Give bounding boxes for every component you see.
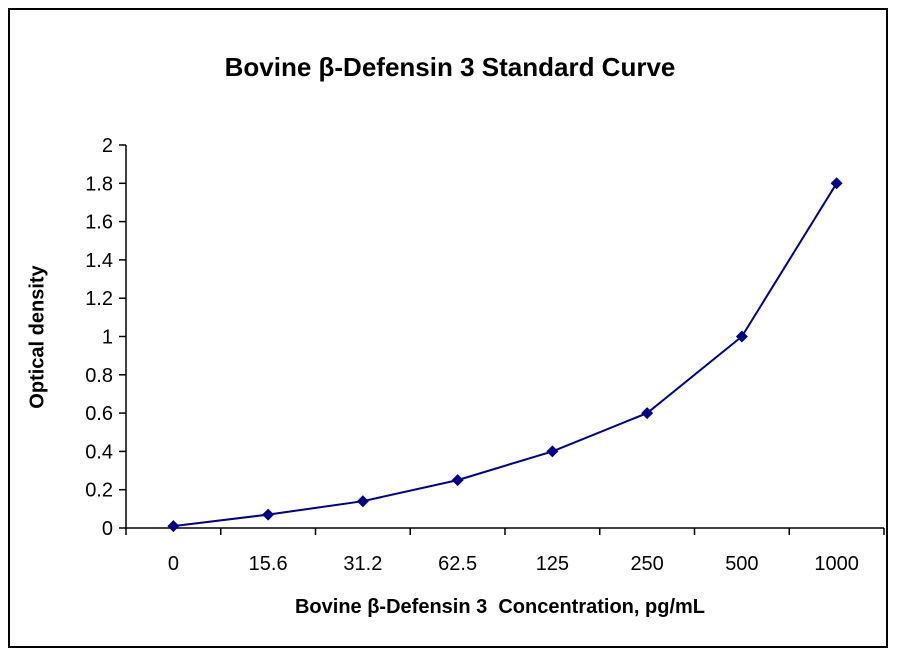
x-tick-label: 31.2 bbox=[343, 553, 382, 575]
chart-title: Bovine β-Defensin 3 Standard Curve bbox=[224, 52, 676, 82]
y-tick-label: 0.8 bbox=[85, 365, 113, 387]
y-tick-label: 1.8 bbox=[85, 173, 113, 195]
x-tick-label: 62.5 bbox=[438, 553, 477, 575]
data-point-marker bbox=[356, 495, 369, 508]
x-tick-label: 15.6 bbox=[249, 553, 288, 575]
y-tick-label: 1.6 bbox=[85, 212, 113, 234]
data-series bbox=[167, 177, 843, 533]
x-axis-title: Bovine β-Defensin 3 Concentration, pg/mL bbox=[294, 596, 706, 618]
y-tick-label: 0.4 bbox=[85, 441, 113, 463]
y-tick-label: 2 bbox=[102, 135, 113, 157]
y-tick-label: 0.2 bbox=[85, 480, 113, 502]
y-tick-label: 0 bbox=[102, 518, 113, 540]
x-tick-label: 1000 bbox=[814, 553, 859, 575]
y-tick-label: 1.2 bbox=[85, 288, 113, 310]
data-point-marker bbox=[167, 520, 180, 533]
x-tick-label: 250 bbox=[630, 553, 663, 575]
x-tick-label: 125 bbox=[536, 553, 569, 575]
y-tick-label: 1 bbox=[102, 327, 113, 349]
chart-frame bbox=[8, 8, 888, 648]
tick-marks: 0 0.2 0.4 0.6 0.8 1 1.2 1.4 1.6 1.8 2 0 15.6 31.2 62.5… bbox=[85, 135, 885, 575]
series-line bbox=[173, 182, 838, 528]
x-tick-label: 500 bbox=[725, 553, 758, 575]
data-point-marker bbox=[546, 445, 559, 458]
data-point-marker bbox=[451, 474, 464, 487]
data-point-marker bbox=[262, 508, 275, 521]
data-point-marker bbox=[735, 330, 748, 343]
data-point-marker bbox=[641, 407, 654, 420]
data-point-marker bbox=[830, 177, 843, 190]
x-tick-label: 0 bbox=[168, 553, 179, 575]
axes bbox=[125, 145, 884, 529]
y-tick-label: 1.4 bbox=[85, 250, 113, 272]
y-tick-label: 0.6 bbox=[85, 403, 113, 425]
